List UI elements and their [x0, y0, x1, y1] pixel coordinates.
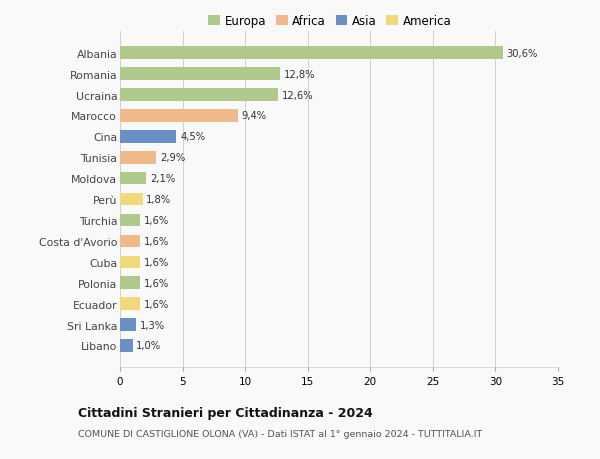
Bar	[120, 256, 140, 269]
Legend: Europa, Africa, Asia, America: Europa, Africa, Asia, America	[206, 13, 454, 30]
Bar	[120, 340, 133, 352]
Text: 1,8%: 1,8%	[146, 195, 172, 205]
Bar	[120, 173, 146, 185]
Bar	[120, 110, 238, 123]
Text: Cittadini Stranieri per Cittadinanza - 2024: Cittadini Stranieri per Cittadinanza - 2…	[78, 406, 373, 419]
Text: 1,6%: 1,6%	[144, 278, 169, 288]
Text: 1,6%: 1,6%	[144, 299, 169, 309]
Bar	[120, 47, 503, 60]
Bar	[120, 151, 156, 164]
Bar	[120, 235, 140, 248]
Text: 1,6%: 1,6%	[144, 257, 169, 267]
Text: 1,3%: 1,3%	[140, 320, 165, 330]
Text: 1,6%: 1,6%	[144, 216, 169, 225]
Bar	[120, 68, 280, 81]
Text: 4,5%: 4,5%	[180, 132, 205, 142]
Bar	[120, 319, 136, 331]
Bar	[120, 277, 140, 289]
Bar	[120, 193, 143, 206]
Bar	[120, 89, 278, 101]
Text: COMUNE DI CASTIGLIONE OLONA (VA) - Dati ISTAT al 1° gennaio 2024 - TUTTITALIA.IT: COMUNE DI CASTIGLIONE OLONA (VA) - Dati …	[78, 429, 482, 438]
Text: 9,4%: 9,4%	[241, 111, 266, 121]
Text: 12,8%: 12,8%	[284, 69, 316, 79]
Bar	[120, 131, 176, 143]
Bar	[120, 214, 140, 227]
Text: 1,6%: 1,6%	[144, 236, 169, 246]
Text: 12,6%: 12,6%	[281, 90, 313, 101]
Text: 30,6%: 30,6%	[506, 49, 538, 59]
Text: 2,1%: 2,1%	[150, 174, 175, 184]
Text: 1,0%: 1,0%	[136, 341, 161, 351]
Text: 2,9%: 2,9%	[160, 153, 185, 163]
Bar	[120, 298, 140, 310]
